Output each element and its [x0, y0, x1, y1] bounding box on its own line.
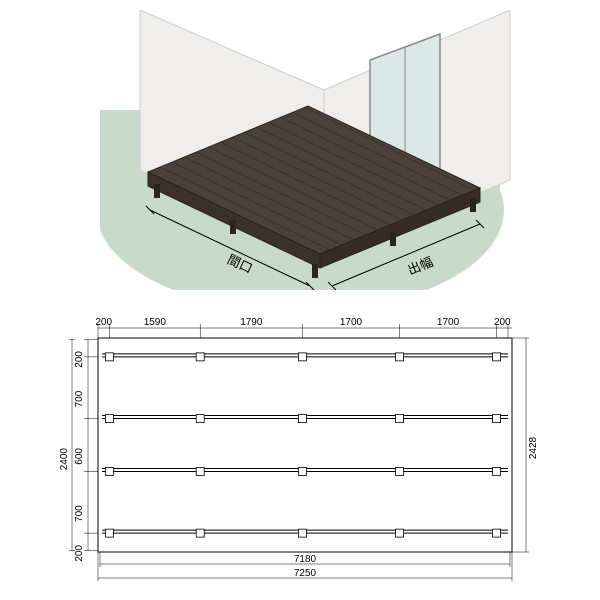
svg-text:200: 200 — [95, 317, 112, 328]
svg-text:7180: 7180 — [294, 554, 317, 565]
plan-view: 200 1590 1790 1700 1700 200 200 700 600 700 200 240… — [50, 308, 550, 588]
svg-text:1790: 1790 — [240, 317, 263, 328]
svg-text:2428: 2428 — [528, 436, 539, 459]
svg-text:200: 200 — [74, 351, 85, 368]
svg-text:200: 200 — [494, 317, 511, 328]
svg-text:700: 700 — [74, 505, 85, 522]
svg-text:2400: 2400 — [59, 448, 70, 471]
svg-text:1700: 1700 — [437, 317, 460, 328]
svg-text:700: 700 — [74, 390, 85, 407]
svg-text:200: 200 — [74, 545, 85, 562]
svg-text:1590: 1590 — [144, 317, 167, 328]
isometric-view: 間口 出幅 — [60, 10, 540, 290]
svg-text:7250: 7250 — [294, 568, 317, 579]
svg-text:600: 600 — [74, 448, 85, 465]
svg-text:1700: 1700 — [340, 317, 363, 328]
